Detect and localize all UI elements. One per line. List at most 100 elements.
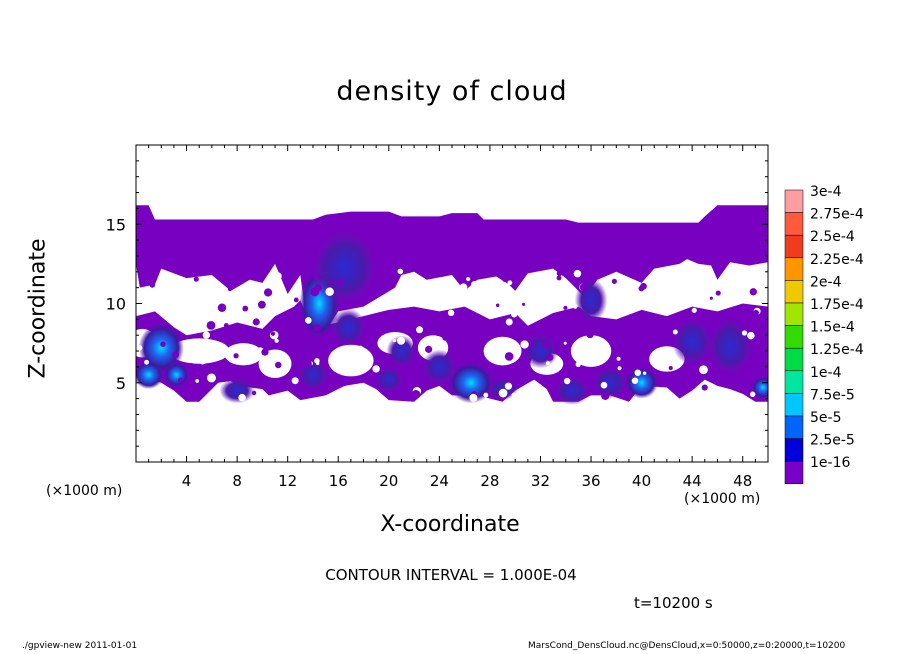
cloud-speck (242, 275, 247, 280)
cloud-gap-speck (573, 269, 582, 278)
colorbar-label: 2.5e-4 (810, 229, 855, 245)
cloud-speck (160, 341, 166, 347)
chart-title: density of cloud (336, 76, 568, 107)
cloud-speck (504, 352, 514, 361)
density-maximum (751, 376, 768, 399)
colorbar-swatch (784, 370, 804, 394)
colorbar-swatch (784, 212, 804, 236)
cloud-speck (251, 390, 257, 396)
colorbar-swatch (784, 347, 804, 372)
time-label: t=10200 s (634, 594, 713, 612)
colorbar-swatch (784, 257, 804, 281)
cloud-gap-speck (511, 311, 518, 318)
cloud-speck (556, 270, 563, 277)
density-maximum (707, 317, 753, 375)
cloud-gap-speck (459, 283, 468, 292)
cloud-gap-speck (350, 394, 358, 401)
cloud-speck (257, 300, 266, 309)
cloud-gap (168, 338, 230, 364)
cloud-speck (557, 329, 565, 337)
cloud-speck (293, 297, 299, 303)
cloud-gap-speck (238, 393, 246, 402)
cloud-gap-speck (498, 388, 508, 398)
cloud-speck (651, 319, 660, 328)
cloud-speck (307, 387, 312, 392)
density-maximum (330, 308, 367, 347)
cloud-speck (746, 304, 753, 311)
colorbar-label: 5e-5 (810, 410, 841, 426)
cloud-speck (340, 379, 348, 387)
cloud-speck (546, 354, 554, 361)
footer-program: ./gpview-new 2011-01-01 (22, 641, 138, 651)
y-tick-label: 5 (116, 374, 126, 393)
cloud-gap-speck (756, 264, 766, 273)
contour-interval-text: CONTOUR INTERVAL = 1.000E-04 (325, 566, 577, 584)
cloud-speck (263, 288, 273, 297)
cloud-gap-speck (634, 369, 641, 376)
cloud-speck (172, 351, 179, 359)
cloud-speck (585, 261, 594, 269)
cloud-speck (149, 282, 156, 288)
cloud-gap-speck (397, 336, 405, 345)
colorbar-label: 2.25e-4 (810, 252, 864, 268)
cloud-speck (308, 344, 317, 354)
colorbar: 3e-4 2.75e-4 2.5e-4 2.25e-4 2e-4 1.75e-4 1.5e-… (784, 184, 864, 485)
cloud-gap-speck (749, 391, 756, 398)
colorbar-swatch (784, 393, 804, 417)
colorbar-label: 3e-4 (810, 184, 842, 200)
colorbar-swatch (784, 325, 804, 349)
cloud-speck (314, 284, 322, 292)
density-maximum (136, 360, 164, 390)
cloud-speck (749, 288, 757, 296)
cloud-gap-speck (511, 392, 517, 398)
density-maximum (219, 377, 255, 404)
cloud-speck (293, 323, 301, 331)
cloud-speck (542, 340, 551, 349)
cloud-gap-speck (416, 326, 424, 334)
cloud-speck (742, 309, 750, 317)
x-tick-label: 40 (632, 472, 651, 490)
cloud-gap-speck (325, 287, 334, 296)
colorbar-label: 1.25e-4 (810, 342, 864, 358)
cloud-gap-speck (642, 371, 647, 375)
cloud-gap-speck (619, 299, 627, 307)
x-tick-label: 32 (531, 472, 550, 490)
cloud-speck (177, 377, 183, 383)
cloud-speck (323, 383, 329, 389)
colorbar-label: 2.75e-4 (810, 207, 864, 223)
cloud-speck (634, 347, 642, 355)
cloud-gap-speck (305, 317, 312, 324)
x-axis-unit: (×1000 m) (684, 491, 761, 507)
cloud-gap-speck (401, 339, 406, 343)
y-axis-unit: (×1000 m) (46, 483, 123, 499)
cloud-speck (233, 353, 239, 359)
colorbar-swatch (784, 302, 804, 326)
cloud-speck (188, 362, 195, 369)
colorbar-label: 2e-4 (810, 274, 842, 290)
cloud-speck (242, 305, 249, 312)
cloud-speck (442, 267, 447, 273)
cloud-speck (563, 305, 568, 310)
cloud-speck (707, 314, 711, 319)
cloud-speck (644, 336, 651, 344)
cloud-gap-speck (195, 379, 200, 383)
cloud-speck (303, 359, 312, 369)
cloud-gap-speck (469, 393, 478, 402)
density-maximum (625, 366, 659, 399)
cloud-speck (601, 391, 610, 400)
cloud-speck (446, 260, 455, 270)
cloud-speck (530, 262, 538, 271)
cloud-gap-speck (507, 280, 513, 286)
cloud-gap-speck (600, 381, 608, 389)
cloud-gap-speck (572, 304, 578, 309)
cloud-gap-speck (274, 338, 279, 343)
cloud-gap-speck (372, 365, 380, 373)
cloud-gap (328, 344, 374, 377)
cloud-gap-speck (483, 392, 489, 398)
cloud-speck (287, 349, 294, 356)
cloud-speck (261, 348, 269, 356)
cloud-speck (274, 361, 282, 369)
x-tick-label: 36 (581, 472, 600, 490)
cloud-speck (313, 324, 322, 332)
x-tick-label: 48 (733, 472, 752, 490)
